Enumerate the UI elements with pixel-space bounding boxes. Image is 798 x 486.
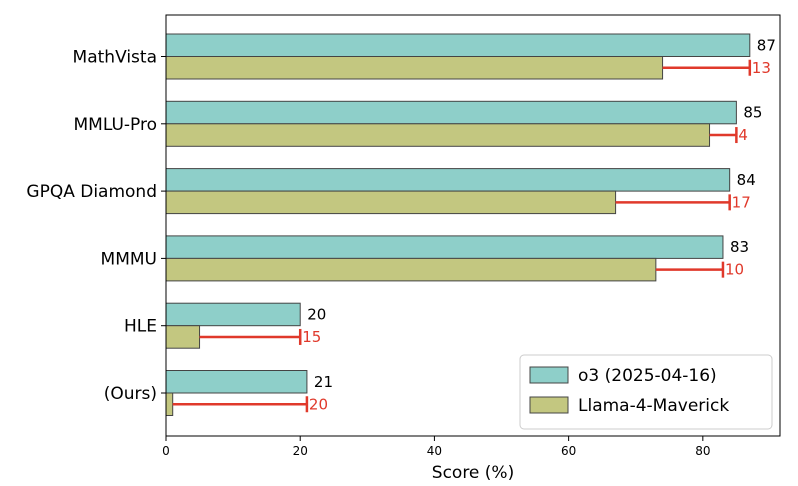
x-tick-label-0: 0 [162,444,170,458]
y-axis: MathVista MMLU-Pro GPQA Diamond MMMU HLE (Our… [26,48,166,404]
gap-label-mathvista: 13 [752,59,771,77]
gap-label-gpqa-diamond: 17 [732,193,751,211]
value-label-mmlu-pro: 85 [743,104,762,122]
bar-o3-2025-04-16-mmlu-pro [165,100,737,125]
value-label-mathvista: 87 [757,36,776,54]
x-axis: 0 20 40 60 80 [162,436,710,458]
value-label-mmmu: 83 [730,238,749,256]
bar-o3-2025-04-16-hle [165,302,301,327]
gap-label-mmlu-pro: 4 [738,126,748,144]
gap-markers-layer [172,59,752,413]
y-tick-label-mathvista: MathVista [73,48,157,68]
bar-o3-2025-04-16-mathvista [165,33,751,57]
legend-swatch-llama-4-maverick [529,396,569,414]
bar-o3-2025-04-16-ours [165,370,308,394]
value-label-gpqa-diamond: 84 [737,171,756,189]
x-tick-label-80: 80 [695,444,710,458]
legend-label-o3-2025-04-16: o3 (2025-04-16) [578,366,717,386]
bar-o3-2025-04-16-mmmu [165,235,724,259]
value-labels-layer: 87 13 85 4 84 17 83 10 20 15 21 20 [302,36,776,413]
legend-swatch-o3-2025-04-16 [529,366,569,384]
value-label-hle: 20 [307,305,326,323]
bar-llama-4-maverick-ours [165,392,174,416]
y-tick-label-hle: HLE [124,317,157,337]
x-tick-label-40: 40 [427,444,442,458]
x-tick-label-20: 20 [293,444,308,458]
bar-llama-4-maverick-mathvista [165,56,664,80]
gap-label-hle: 15 [302,328,321,346]
legend-label-llama-4-maverick: Llama-4-Maverick [578,396,729,416]
x-axis-title: Score (%) [432,463,514,483]
bar-llama-4-maverick-mmlu-pro [165,123,711,147]
gap-label-mmmu: 10 [725,261,744,279]
y-tick-label-ours: (Ours) [104,384,157,404]
gap-label-ours: 20 [309,395,328,413]
y-tick-label-mmmu: MMMU [101,249,157,269]
y-tick-label-gpqa-diamond: GPQA Diamond [26,182,157,202]
bar-llama-4-maverick-gpqa-diamond [165,190,617,215]
legend-box [519,354,773,430]
value-label-ours: 21 [314,373,333,391]
legend: o3 (2025-04-16) Llama-4-Maverick [519,354,773,430]
y-tick-label-mmlu-pro: MMLU-Pro [73,115,157,135]
bar-llama-4-maverick-mmmu [165,257,657,282]
x-tick-label-60: 60 [561,444,576,458]
bar-llama-4-maverick-hle [165,325,201,349]
plot-frame [165,14,781,437]
bar-o3-2025-04-16-gpqa-diamond [165,168,731,192]
